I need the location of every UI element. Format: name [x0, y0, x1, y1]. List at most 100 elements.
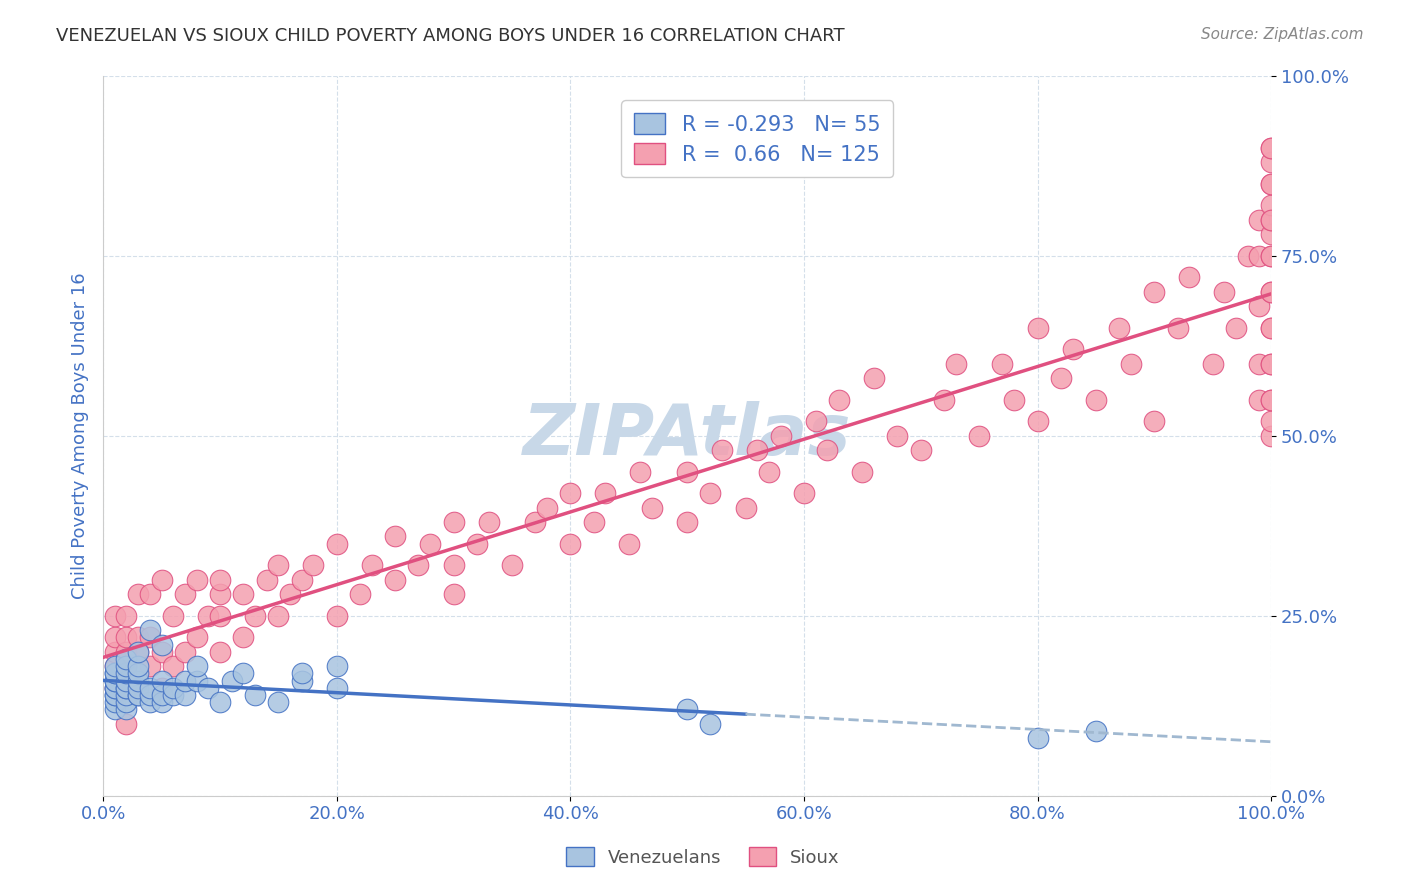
Point	[582, 515, 605, 529]
Point	[676, 465, 699, 479]
Point	[150, 638, 173, 652]
Point	[150, 673, 173, 688]
Point	[1260, 140, 1282, 154]
Point	[1108, 320, 1130, 334]
Point	[104, 681, 127, 695]
Point	[291, 573, 314, 587]
Y-axis label: Child Poverty Among Boys Under 16: Child Poverty Among Boys Under 16	[72, 272, 89, 599]
Point	[139, 630, 162, 644]
Point	[1026, 414, 1049, 428]
Point	[104, 681, 127, 695]
Point	[115, 652, 138, 666]
Text: ZIPAtlas: ZIPAtlas	[523, 401, 852, 470]
Point	[162, 681, 184, 695]
Point	[1249, 249, 1271, 263]
Text: VENEZUELAN VS SIOUX CHILD POVERTY AMONG BOYS UNDER 16 CORRELATION CHART: VENEZUELAN VS SIOUX CHILD POVERTY AMONG …	[56, 27, 845, 45]
Point	[1167, 320, 1189, 334]
Point	[1260, 285, 1282, 299]
Point	[150, 573, 173, 587]
Point	[536, 500, 558, 515]
Point	[1002, 392, 1025, 407]
Point	[1260, 140, 1282, 154]
Point	[1260, 392, 1282, 407]
Point	[127, 681, 149, 695]
Point	[1084, 723, 1107, 738]
Point	[325, 608, 347, 623]
Point	[1260, 414, 1282, 428]
Point	[139, 688, 162, 702]
Point	[115, 702, 138, 716]
Point	[267, 558, 290, 573]
Point	[104, 673, 127, 688]
Point	[127, 630, 149, 644]
Point	[325, 681, 347, 695]
Point	[886, 428, 908, 442]
Point	[150, 688, 173, 702]
Point	[139, 659, 162, 673]
Point	[208, 587, 231, 601]
Point	[197, 608, 219, 623]
Point	[1178, 270, 1201, 285]
Point	[815, 443, 838, 458]
Point	[173, 688, 195, 702]
Point	[208, 608, 231, 623]
Point	[325, 537, 347, 551]
Point	[127, 645, 149, 659]
Point	[186, 630, 208, 644]
Point	[139, 681, 162, 695]
Point	[104, 608, 127, 623]
Point	[208, 573, 231, 587]
Point	[115, 608, 138, 623]
Point	[477, 515, 499, 529]
Point	[162, 688, 184, 702]
Text: Source: ZipAtlas.com: Source: ZipAtlas.com	[1201, 27, 1364, 42]
Point	[291, 673, 314, 688]
Point	[1236, 249, 1258, 263]
Point	[734, 500, 756, 515]
Point	[1260, 285, 1282, 299]
Point	[127, 681, 149, 695]
Point	[221, 673, 243, 688]
Point	[676, 702, 699, 716]
Point	[127, 659, 149, 673]
Point	[699, 716, 721, 731]
Point	[1260, 155, 1282, 169]
Point	[104, 688, 127, 702]
Point	[115, 673, 138, 688]
Point	[173, 673, 195, 688]
Point	[139, 623, 162, 637]
Point	[384, 529, 406, 543]
Point	[804, 414, 827, 428]
Point	[127, 666, 149, 681]
Point	[115, 688, 138, 702]
Point	[232, 666, 254, 681]
Point	[851, 465, 873, 479]
Point	[1026, 320, 1049, 334]
Point	[443, 558, 465, 573]
Legend: Venezuelans, Sioux: Venezuelans, Sioux	[560, 840, 846, 874]
Point	[641, 500, 664, 515]
Point	[150, 695, 173, 709]
Point	[186, 573, 208, 587]
Point	[186, 673, 208, 688]
Point	[1260, 249, 1282, 263]
Point	[208, 695, 231, 709]
Point	[127, 688, 149, 702]
Point	[104, 630, 127, 644]
Point	[302, 558, 325, 573]
Point	[127, 587, 149, 601]
Point	[1225, 320, 1247, 334]
Point	[1260, 392, 1282, 407]
Point	[104, 666, 127, 681]
Point	[1260, 320, 1282, 334]
Point	[232, 587, 254, 601]
Point	[104, 681, 127, 695]
Point	[747, 443, 769, 458]
Point	[267, 608, 290, 623]
Point	[104, 666, 127, 681]
Point	[1260, 227, 1282, 241]
Point	[1260, 212, 1282, 227]
Point	[910, 443, 932, 458]
Point	[1260, 357, 1282, 371]
Point	[104, 659, 127, 673]
